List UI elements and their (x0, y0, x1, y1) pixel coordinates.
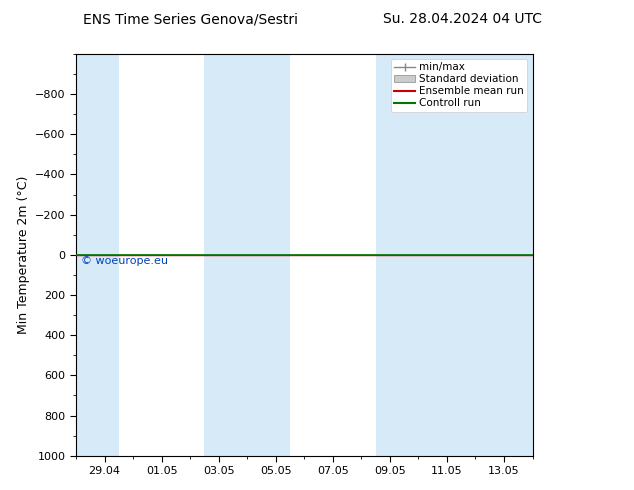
Y-axis label: Min Temperature 2m (°C): Min Temperature 2m (°C) (16, 175, 30, 334)
Legend: min/max, Standard deviation, Ensemble mean run, Controll run: min/max, Standard deviation, Ensemble me… (391, 59, 527, 112)
Text: ENS Time Series Genova/Sestri: ENS Time Series Genova/Sestri (82, 12, 298, 26)
Text: © woeurope.eu: © woeurope.eu (81, 256, 167, 266)
Bar (375, 54, 533, 456)
Bar (204, 54, 290, 456)
Text: Su. 28.04.2024 04 UTC: Su. 28.04.2024 04 UTC (384, 12, 542, 26)
Bar (76, 54, 119, 456)
